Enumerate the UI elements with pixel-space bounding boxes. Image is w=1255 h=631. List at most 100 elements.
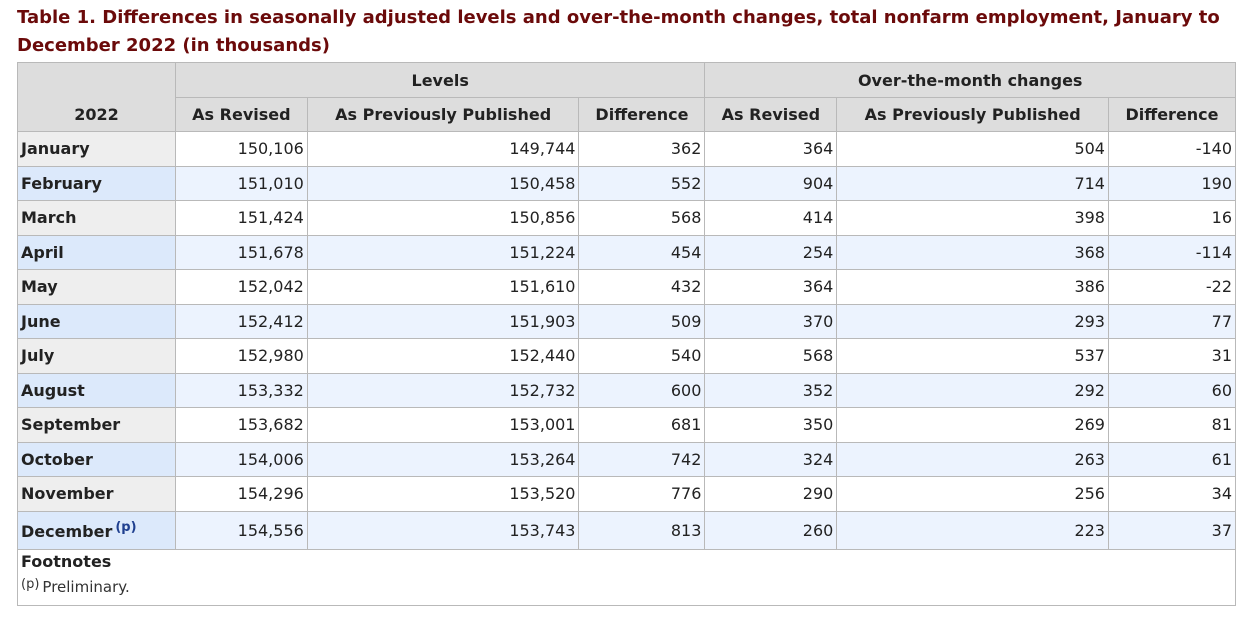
- changes-as-revised-cell: 260: [704, 510, 838, 550]
- changes-as-revised-cell: 568: [704, 338, 838, 374]
- levels-prev-published-header: As Previously Published: [306, 97, 580, 132]
- changes-difference-cell: -140: [1107, 131, 1237, 167]
- levels-as-revised-cell: 151,424: [174, 200, 308, 236]
- row-month: October: [17, 441, 176, 477]
- changes-difference-cell: 81: [1107, 407, 1237, 443]
- levels-as-revised-cell: 151,678: [174, 234, 308, 270]
- changes-as-revised-cell: 352: [704, 372, 838, 408]
- levels-prev-published-cell: 150,856: [306, 200, 580, 236]
- footnotes-title: Footnotes: [21, 551, 112, 571]
- levels-as-revised-header: As Revised: [174, 97, 308, 132]
- row-month: July: [17, 338, 176, 374]
- levels-difference-cell: 776: [578, 476, 706, 512]
- changes-prev-published-cell: 269: [836, 407, 1109, 443]
- footnote-item: (p) Preliminary.: [21, 574, 1232, 598]
- changes-difference-cell: 60: [1107, 372, 1237, 408]
- levels-as-revised-cell: 154,006: [174, 441, 308, 477]
- levels-difference-cell: 432: [578, 269, 706, 305]
- levels-group-header: Levels: [174, 62, 706, 98]
- levels-prev-published-cell: 153,520: [306, 476, 580, 512]
- changes-prev-published-cell: 256: [836, 476, 1109, 512]
- table-row: May 152,042 151,610 432 364 386 -22: [17, 269, 1237, 305]
- row-month: January: [17, 131, 176, 167]
- changes-prev-published-cell: 714: [836, 165, 1109, 201]
- changes-difference-cell: -22: [1107, 269, 1237, 305]
- levels-difference-cell: 681: [578, 407, 706, 443]
- footnote-link-preliminary[interactable]: (p): [115, 519, 137, 535]
- row-month: August: [17, 372, 176, 408]
- changes-as-revised-cell: 414: [704, 200, 838, 236]
- changes-difference-cell: 77: [1107, 303, 1237, 339]
- table-row: June 152,412 151,903 509 370 293 77: [17, 303, 1237, 339]
- changes-difference-cell: 34: [1107, 476, 1237, 512]
- changes-as-revised-cell: 364: [704, 269, 838, 305]
- levels-prev-published-cell: 152,440: [306, 338, 580, 374]
- changes-difference-cell: 37: [1107, 510, 1237, 550]
- changes-as-revised-cell: 350: [704, 407, 838, 443]
- row-month: April: [17, 234, 176, 270]
- row-month-cell: December (p): [17, 510, 176, 550]
- changes-as-revised-cell: 904: [704, 165, 838, 201]
- changes-difference-cell: 61: [1107, 441, 1237, 477]
- changes-difference-header: Difference: [1107, 97, 1237, 132]
- changes-as-revised-cell: 364: [704, 131, 838, 167]
- row-month: June: [17, 303, 176, 339]
- table-row: January 150,106 149,744 362 364 504 -140: [17, 131, 1237, 167]
- row-month: February: [17, 165, 176, 201]
- levels-as-revised-cell: 152,980: [174, 338, 308, 374]
- changes-as-revised-cell: 370: [704, 303, 838, 339]
- levels-prev-published-cell: 153,743: [306, 510, 580, 550]
- table-row: March 151,424 150,856 568 414 398 16: [17, 200, 1237, 236]
- changes-difference-cell: 190: [1107, 165, 1237, 201]
- levels-difference-cell: 454: [578, 234, 706, 270]
- footnotes-section: Footnotes (p) Preliminary.: [17, 548, 1236, 606]
- table-row: October 154,006 153,264 742 324 263 61: [17, 441, 1237, 477]
- changes-prev-published-cell: 504: [836, 131, 1109, 167]
- changes-prev-published-cell: 292: [836, 372, 1109, 408]
- levels-difference-cell: 552: [578, 165, 706, 201]
- levels-as-revised-cell: 152,042: [174, 269, 308, 305]
- row-month: November: [17, 476, 176, 512]
- employment-table: 2022 Levels Over-the-month changes As Re…: [17, 62, 1237, 606]
- changes-difference-cell: -114: [1107, 234, 1237, 270]
- levels-prev-published-cell: 150,458: [306, 165, 580, 201]
- changes-difference-cell: 16: [1107, 200, 1237, 236]
- levels-as-revised-cell: 154,556: [174, 510, 308, 550]
- levels-as-revised-cell: 151,010: [174, 165, 308, 201]
- changes-group-header: Over-the-month changes: [704, 62, 1236, 98]
- levels-as-revised-cell: 154,296: [174, 476, 308, 512]
- levels-as-revised-cell: 153,682: [174, 407, 308, 443]
- changes-prev-published-cell: 398: [836, 200, 1109, 236]
- levels-as-revised-cell: 150,106: [174, 131, 308, 167]
- levels-as-revised-cell: 153,332: [174, 372, 308, 408]
- table-caption: Table 1. Differences in seasonally adjus…: [17, 7, 1220, 56]
- changes-as-revised-cell: 290: [704, 476, 838, 512]
- table-row: November 154,296 153,520 776 290 256 34: [17, 476, 1237, 512]
- levels-prev-published-cell: 153,001: [306, 407, 580, 443]
- footnote-mark: (p): [21, 576, 40, 592]
- changes-prev-published-cell: 537: [836, 338, 1109, 374]
- changes-as-revised-cell: 254: [704, 234, 838, 270]
- table-row: August 153,332 152,732 600 352 292 60: [17, 372, 1237, 408]
- row-month: December: [21, 521, 113, 541]
- levels-as-revised-cell: 152,412: [174, 303, 308, 339]
- levels-prev-published-cell: 151,903: [306, 303, 580, 339]
- levels-prev-published-cell: 152,732: [306, 372, 580, 408]
- changes-prev-published-cell: 263: [836, 441, 1109, 477]
- levels-difference-cell: 742: [578, 441, 706, 477]
- table-row: December (p) 154,556 153,743 813 260 223 …: [17, 510, 1237, 550]
- row-month: September: [17, 407, 176, 443]
- changes-difference-cell: 31: [1107, 338, 1237, 374]
- year-header: 2022: [17, 62, 176, 132]
- levels-difference-cell: 568: [578, 200, 706, 236]
- levels-difference-cell: 540: [578, 338, 706, 374]
- levels-difference-cell: 509: [578, 303, 706, 339]
- changes-as-revised-header: As Revised: [704, 97, 838, 132]
- row-month: March: [17, 200, 176, 236]
- levels-difference-cell: 813: [578, 510, 706, 550]
- levels-difference-cell: 362: [578, 131, 706, 167]
- footnote-text: Preliminary.: [42, 577, 130, 596]
- levels-difference-cell: 600: [578, 372, 706, 408]
- levels-prev-published-cell: 149,744: [306, 131, 580, 167]
- table-row: July 152,980 152,440 540 568 537 31: [17, 338, 1237, 374]
